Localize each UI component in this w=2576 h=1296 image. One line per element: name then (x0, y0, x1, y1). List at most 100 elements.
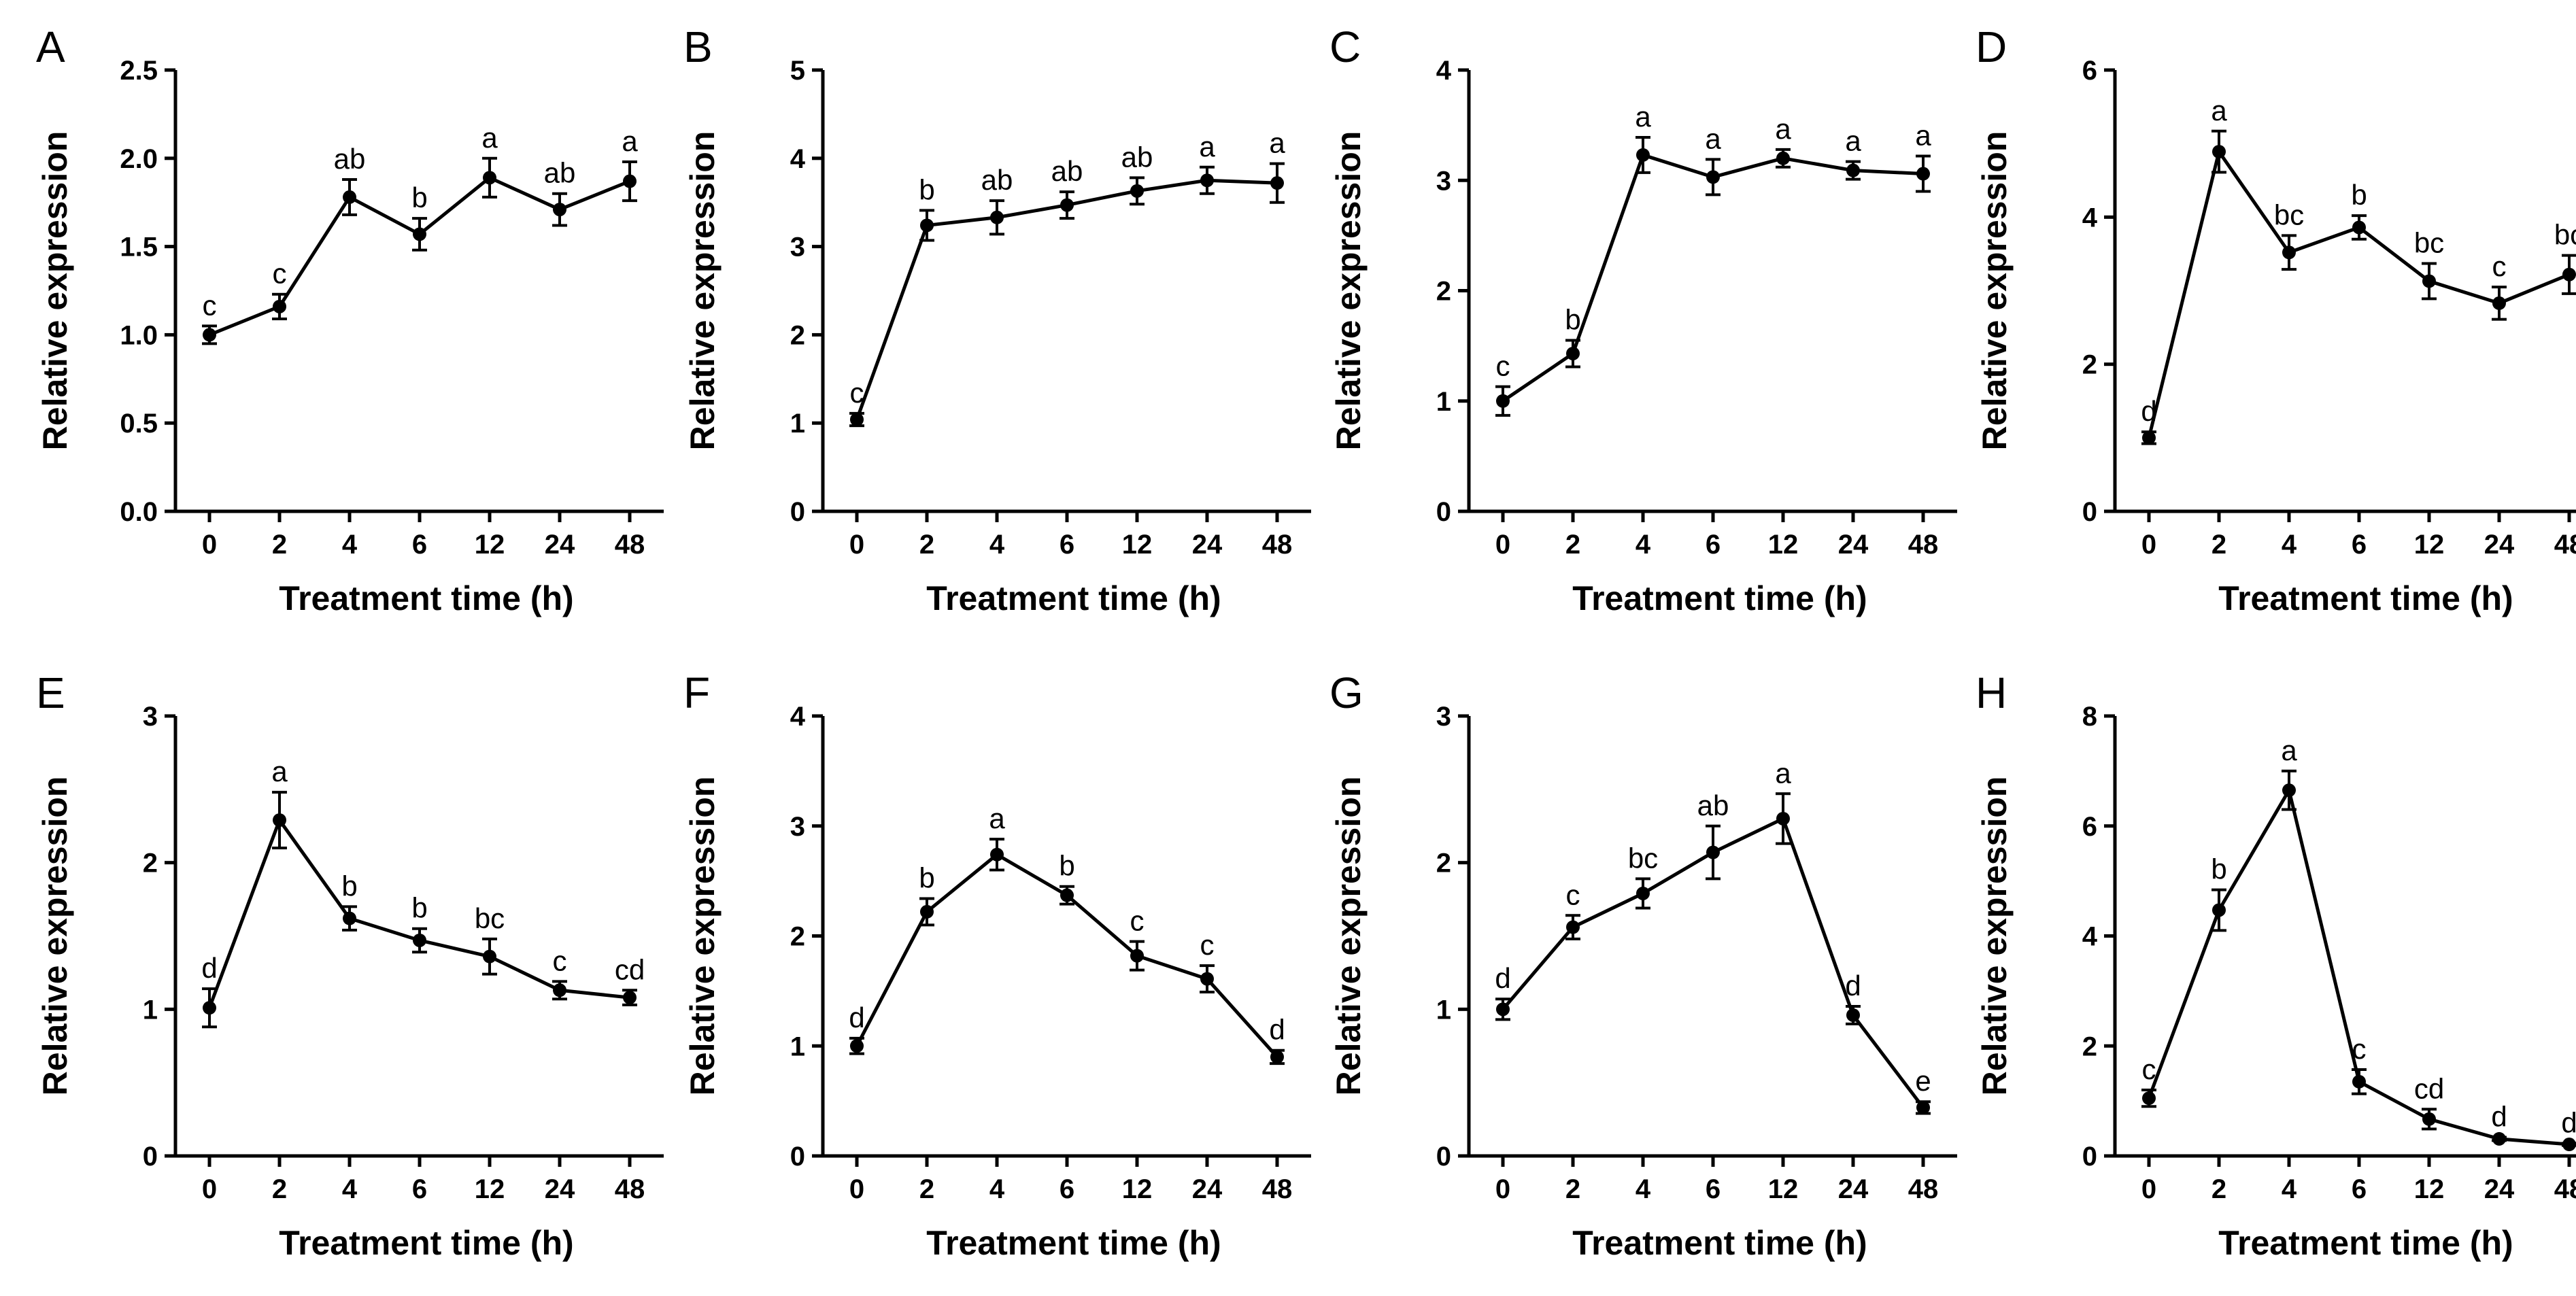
x-tick-label: 12 (475, 1174, 505, 1204)
significance-label: b (2211, 853, 2226, 885)
data-point (343, 911, 356, 925)
data-point (1846, 1008, 1860, 1022)
y-tick-label: 4 (1436, 56, 1452, 86)
x-tick-label: 4 (1636, 530, 1651, 560)
data-point (2562, 1138, 2576, 1152)
y-tick-label: 0 (790, 1142, 805, 1172)
y-axis-title: Relative expression (36, 131, 74, 451)
significance-label: b (919, 173, 934, 205)
significance-label: a (1845, 125, 1861, 157)
x-axis-title: Treatment time (h) (1572, 1224, 1867, 1262)
y-tick-label: 2 (143, 849, 158, 879)
x-tick-label: 2 (2211, 1174, 2226, 1204)
y-tick-label: 6 (2082, 812, 2097, 842)
data-point (1060, 888, 1074, 902)
data-point (273, 813, 286, 828)
significance-label: b (1059, 850, 1074, 882)
x-tick-label: 6 (1706, 530, 1721, 560)
y-tick-label: 4 (790, 702, 806, 732)
significance-label: c (203, 289, 217, 321)
significance-label: cd (615, 953, 645, 985)
data-point (2492, 296, 2506, 310)
x-tick-label: 24 (1192, 1174, 1223, 1204)
panel-letter: B (683, 22, 713, 71)
x-tick-label: 12 (1768, 1174, 1799, 1204)
x-tick-label: 6 (2352, 1174, 2367, 1204)
x-tick-label: 12 (2414, 530, 2445, 560)
significance-label: a (481, 122, 498, 154)
y-axis-title: Relative expression (1329, 131, 1368, 451)
y-tick-label: 2 (1436, 277, 1451, 307)
significance-label: e (1915, 1065, 1931, 1097)
x-tick-label: 0 (1495, 1174, 1510, 1204)
data-point (1200, 972, 1214, 986)
y-tick-label: 3 (1436, 166, 1451, 196)
significance-label: d (849, 1002, 864, 1034)
x-tick-label: 48 (1262, 1174, 1293, 1204)
data-point (1270, 176, 1284, 190)
data-point (1846, 163, 1860, 177)
data-point (2352, 220, 2366, 235)
y-tick-label: 1 (1436, 387, 1451, 417)
significance-label: a (1199, 131, 1215, 163)
x-tick-label: 4 (342, 530, 358, 560)
x-tick-label: 24 (545, 530, 575, 560)
data-point (2492, 1131, 2506, 1146)
x-tick-label: 0 (849, 1174, 864, 1204)
x-tick-label: 2 (1565, 1174, 1580, 1204)
significance-label: d (1269, 1014, 1285, 1046)
data-point (1130, 184, 1144, 198)
y-tick-label: 2 (2082, 350, 2097, 380)
data-point (553, 203, 566, 217)
x-tick-label: 6 (1060, 530, 1074, 560)
y-tick-label: 3 (790, 233, 805, 262)
x-tick-label: 0 (849, 530, 864, 560)
x-tick-label: 4 (342, 1174, 358, 1204)
y-tick-label: 3 (143, 702, 158, 732)
data-point (920, 218, 934, 233)
significance-label: a (2281, 734, 2297, 766)
x-axis-title: Treatment time (h) (2218, 1224, 2513, 1262)
x-tick-label: 24 (1838, 1174, 1869, 1204)
y-tick-label: 0 (1436, 497, 1451, 527)
significance-label: d (1845, 970, 1861, 1002)
x-tick-label: 12 (475, 530, 505, 560)
x-tick-label: 24 (1838, 530, 1869, 560)
significance-label: a (1915, 120, 1931, 152)
y-tick-label: 1.0 (120, 320, 158, 350)
x-tick-label: 4 (2282, 1174, 2297, 1204)
significance-label: c (2142, 1053, 2156, 1085)
data-point (623, 174, 637, 188)
y-tick-label: 2 (790, 320, 805, 350)
y-tick-label: 0 (143, 1142, 158, 1172)
x-axis-title: Treatment time (h) (2218, 579, 2513, 617)
data-point (850, 413, 864, 427)
data-point (2422, 274, 2436, 288)
significance-label: c (850, 377, 864, 409)
data-point (623, 991, 637, 1005)
significance-label: bc (1628, 842, 1658, 874)
data-point (1060, 198, 1074, 212)
significance-label: c (1496, 350, 1510, 382)
y-tick-label: 1 (790, 409, 805, 439)
data-point (920, 904, 934, 919)
chart-panel-h: H024680246122448Treatment time (h)Relati… (1976, 668, 2576, 1262)
y-tick-label: 2.0 (120, 144, 158, 174)
significance-label: ab (1121, 141, 1153, 173)
panel-letter: G (1329, 668, 1363, 717)
data-point (2282, 245, 2296, 260)
y-tick-label: 0 (1436, 1142, 1451, 1172)
panel-letter: F (683, 668, 710, 717)
significance-label: bc (2274, 199, 2304, 231)
data-point (483, 171, 496, 185)
y-tick-label: 5 (790, 56, 805, 86)
x-tick-label: 2 (919, 1174, 934, 1204)
significance-label: d (201, 952, 217, 984)
x-tick-label: 48 (2554, 1174, 2576, 1204)
data-point (413, 227, 426, 241)
x-axis-title: Treatment time (h) (279, 1224, 573, 1262)
data-point (2422, 1112, 2436, 1126)
